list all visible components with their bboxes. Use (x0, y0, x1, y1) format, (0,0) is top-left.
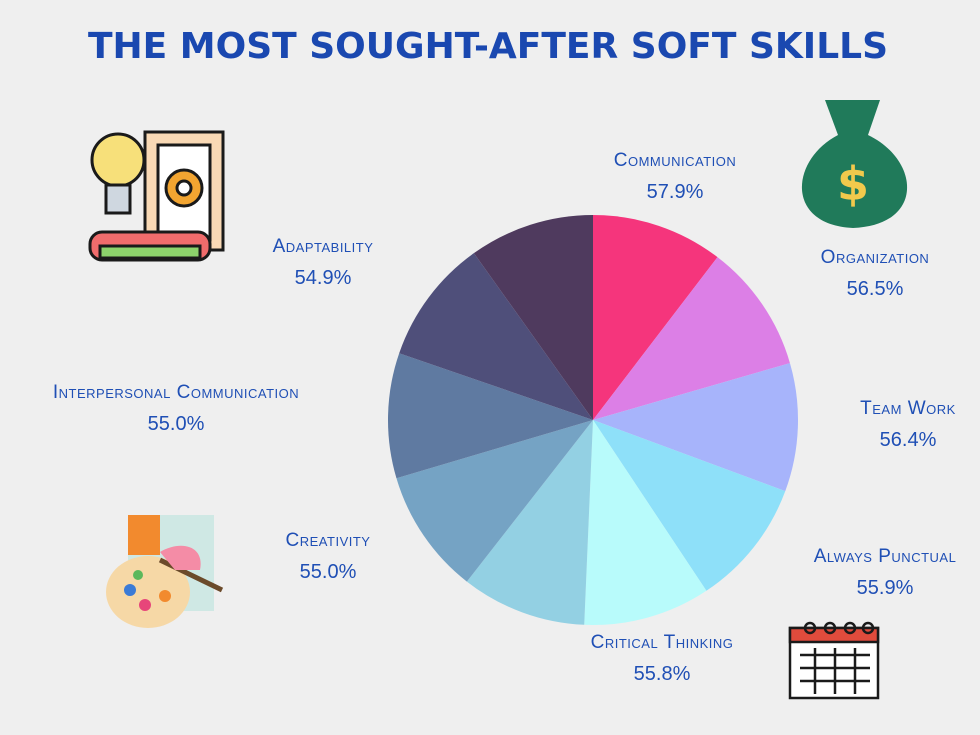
pie-slice (593, 420, 786, 591)
pie-slice (593, 215, 718, 420)
pie-slice (396, 420, 593, 582)
pie-slice (584, 420, 707, 625)
pie-slice (388, 353, 593, 479)
value-label: 55.8% (634, 663, 691, 685)
palette-icon (106, 515, 224, 628)
slice-label: Organization (821, 247, 930, 268)
slice-label: Adaptability (273, 236, 374, 257)
svg-text:$: $ (837, 157, 869, 211)
pie-slice (473, 215, 593, 420)
slice-label: Team Work (860, 398, 956, 419)
idea-icon (88, 130, 225, 262)
pie-slice (593, 257, 790, 420)
slice-label: Creativity (286, 530, 371, 551)
slice-label: Communication (614, 150, 737, 171)
money-bag-icon: $ (801, 100, 908, 228)
value-label: 55.9% (857, 577, 914, 599)
pie-slice (593, 363, 798, 492)
value-label: 55.0% (300, 561, 357, 583)
value-label: 55.0% (148, 413, 205, 435)
pie-slice (466, 420, 593, 625)
labels: Communication 57.9% Organization 56.5% Team … (53, 150, 956, 685)
slice-label: Always Punctual (814, 546, 957, 567)
value-label: 56.4% (880, 429, 937, 451)
value-label: 54.9% (295, 267, 352, 289)
pie (388, 215, 798, 625)
slice-label: Interpersonal Communication (53, 382, 299, 403)
calendar-icon (788, 621, 880, 700)
pie-slice (399, 253, 593, 420)
chart-title: THE MOST SOUGHT-AFTER SOFT SKILLS (88, 26, 888, 67)
value-label: 56.5% (847, 278, 904, 300)
slice-label: Critical Thinking (591, 632, 734, 653)
value-label: 57.9% (647, 181, 704, 203)
